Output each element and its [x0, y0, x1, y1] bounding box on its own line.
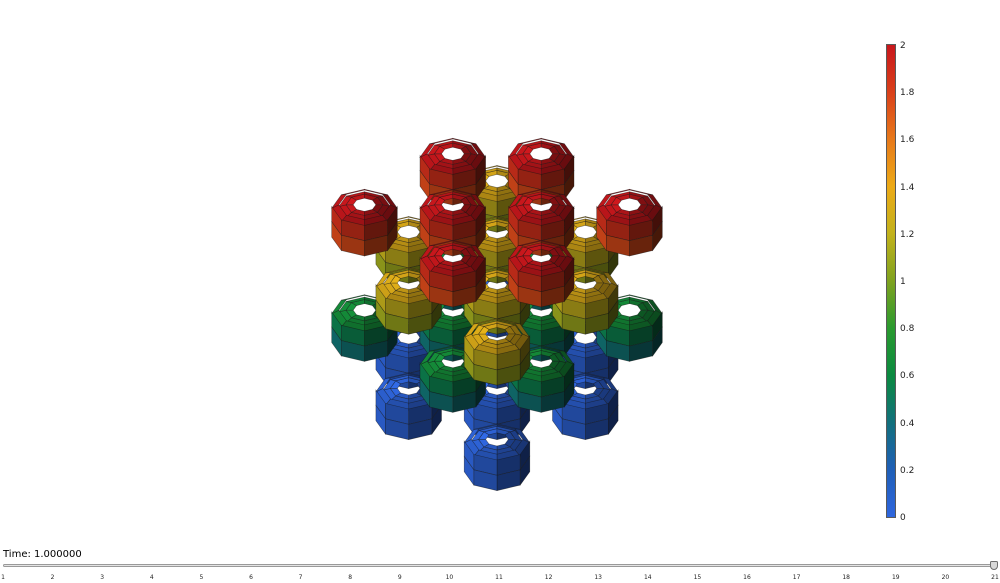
- colorbar-tick-label: 0: [900, 513, 906, 523]
- mesh-facet: [519, 350, 531, 381]
- mesh-facet: [375, 299, 386, 330]
- colorbar-tick-label: 0.6: [900, 371, 915, 382]
- mesh-facet: [608, 404, 619, 436]
- time-tick-label: 2: [50, 574, 55, 581]
- time-tick-label: 19: [891, 574, 900, 581]
- colorbar-tick-label: 1.4: [900, 182, 915, 193]
- time-tick-label: 4: [149, 574, 154, 581]
- mesh-facet: [375, 353, 386, 385]
- mesh-facet: [419, 326, 430, 357]
- time-tick-label: 6: [249, 574, 253, 581]
- colorbar-tick-label: 1: [900, 277, 906, 287]
- time-tick-label: 16: [743, 574, 751, 581]
- mesh-facet: [508, 169, 519, 201]
- mesh-facet: [652, 326, 663, 357]
- render-viewport[interactable]: [0, 0, 1000, 545]
- time-tick-label: 14: [643, 574, 652, 581]
- mesh-facet: [419, 377, 430, 408]
- time-readout: Time: 1.000000: [3, 549, 82, 560]
- mesh-facet: [419, 271, 430, 303]
- mesh-facet: [552, 299, 563, 330]
- gyroid-mesh[interactable]: [0, 0, 1000, 545]
- mesh-facet: [419, 169, 430, 201]
- mesh-facet: [387, 220, 398, 252]
- mesh-facet: [375, 248, 386, 279]
- mesh-facet: [475, 377, 486, 408]
- mesh-facet: [519, 455, 531, 487]
- colorbar-tick-label: 0.4: [900, 418, 915, 429]
- mesh-facet: [431, 404, 442, 436]
- mesh-facet: [564, 377, 575, 408]
- mesh-facet: [463, 299, 475, 330]
- mesh-facet: [552, 404, 563, 436]
- mesh-facet: [508, 271, 519, 303]
- mesh-facet: [508, 377, 519, 408]
- time-tick-label: 9: [397, 574, 402, 581]
- colorbar-tick-label: 1.8: [900, 88, 915, 99]
- mesh-facet: [375, 404, 386, 436]
- mesh-facet: [475, 271, 486, 303]
- mesh-facet: [463, 350, 475, 381]
- time-tick-label: 11: [495, 574, 503, 581]
- time-tick-label: 21: [991, 574, 999, 581]
- time-tick-label: 13: [594, 574, 603, 581]
- mesh-facet: [419, 220, 430, 252]
- time-tick-label: 8: [348, 574, 353, 581]
- mesh-facet: [652, 220, 663, 252]
- time-tick-label: 15: [693, 574, 702, 581]
- mesh-facet: [564, 271, 575, 303]
- time-tick-label: 5: [199, 574, 204, 581]
- mesh-facet: [431, 299, 442, 330]
- mesh-facet: [331, 326, 342, 357]
- time-tick-label: 17: [792, 574, 801, 581]
- colorbar-tick-label: 1.2: [900, 229, 915, 240]
- time-tick-label: 10: [445, 574, 454, 581]
- colorbar-tick-label: 0.8: [900, 324, 915, 335]
- colorbar-tick-label: 1.6: [900, 135, 915, 146]
- mesh-facet: [596, 326, 607, 357]
- mesh-facet: [608, 299, 619, 330]
- colorbar-tick-label: 2: [900, 41, 906, 51]
- colorbar: [886, 44, 896, 518]
- time-tick-label: 18: [842, 574, 851, 581]
- time-tick-label: 12: [544, 574, 553, 581]
- mesh-facet: [463, 455, 475, 487]
- time-tick-label: 1: [1, 574, 5, 581]
- mesh-facet: [463, 404, 475, 436]
- time-tick-label: 7: [298, 574, 303, 581]
- time-tick-label: 20: [941, 574, 950, 581]
- mesh-facet: [387, 326, 398, 357]
- mesh-facet: [331, 220, 342, 252]
- mesh-facet: [596, 220, 607, 252]
- time-slider[interactable]: [3, 561, 998, 570]
- mesh-facet: [508, 220, 519, 252]
- time-slider-handle[interactable]: [990, 561, 998, 570]
- colorbar-tick-label: 0.2: [900, 465, 915, 476]
- time-tick-label: 3: [100, 574, 105, 581]
